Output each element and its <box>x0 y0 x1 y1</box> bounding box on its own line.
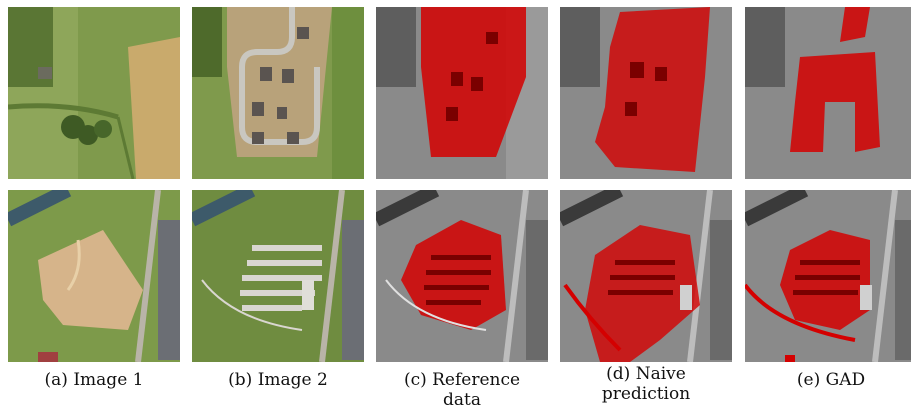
caption-a: (a) Image 1 <box>44 370 144 390</box>
row1-naive-prediction <box>560 7 732 179</box>
row2-image1-aerial <box>8 190 180 362</box>
caption-e: (e) GAD <box>796 370 866 390</box>
row2-gad <box>745 190 911 362</box>
row1-gad <box>745 7 911 179</box>
caption-b: (b) Image 2 <box>228 370 328 390</box>
row1-reference-data <box>376 7 548 179</box>
row2-naive-prediction <box>560 190 732 362</box>
row1-image2-aerial <box>192 7 364 179</box>
row1-image1-aerial <box>8 7 180 179</box>
caption-d: (d) Naive prediction <box>601 364 691 404</box>
caption-c: (c) Reference data <box>403 370 521 410</box>
row2-image2-aerial <box>192 190 364 362</box>
row2-reference-data <box>376 190 548 362</box>
